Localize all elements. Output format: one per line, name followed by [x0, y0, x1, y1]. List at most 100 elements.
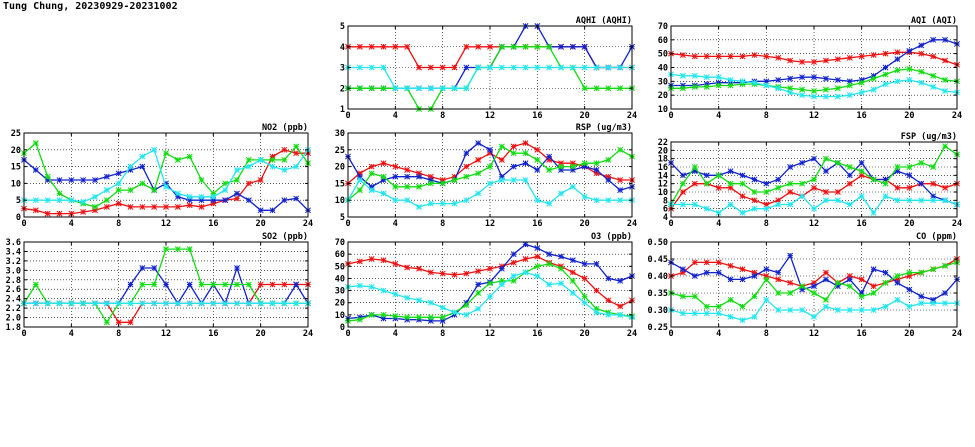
- x-tick-label: 8: [764, 111, 769, 121]
- data-point: [739, 209, 746, 216]
- x-tick-label: 4: [393, 111, 398, 121]
- data-point: [487, 163, 493, 170]
- data-point: [56, 210, 63, 217]
- data-point: [463, 43, 470, 50]
- data-point: [80, 198, 87, 205]
- data-point: [356, 282, 363, 289]
- data-point: [380, 173, 387, 180]
- data-point: [416, 64, 422, 71]
- data-point: [534, 273, 541, 279]
- data-point: [498, 43, 505, 50]
- y-tick-label: 18: [658, 155, 668, 165]
- data-point: [834, 76, 841, 83]
- data-point: [739, 172, 746, 179]
- data-point: [894, 164, 901, 170]
- data-point: [115, 187, 122, 194]
- data-point: [269, 163, 276, 170]
- data-point: [368, 170, 375, 177]
- data-point: [930, 36, 937, 43]
- data-point: [151, 300, 158, 307]
- data-point: [139, 153, 146, 160]
- x-tick-label: 20: [904, 111, 914, 121]
- data-point: [906, 184, 913, 191]
- data-point: [368, 163, 375, 170]
- data-point: [775, 76, 782, 83]
- data-point: [115, 319, 122, 326]
- x-tick-label: 16: [532, 219, 542, 229]
- data-point: [942, 290, 949, 296]
- data-point: [293, 195, 300, 202]
- y-tick-label: 5: [340, 213, 345, 223]
- data-point: [715, 209, 722, 216]
- data-point: [882, 50, 889, 57]
- data-point: [416, 203, 422, 210]
- chart-rsp: RSP (ug/m3) 0 4 8 12 16 20 24 5 10 15 20 25 30: [335, 123, 637, 229]
- data-point: [44, 300, 51, 307]
- data-point: [546, 64, 553, 71]
- data-point: [581, 64, 588, 71]
- x-tick-label: 24: [627, 111, 637, 121]
- y-tick-label: 0: [16, 213, 21, 223]
- data-point: [139, 180, 146, 187]
- data-point: [451, 309, 458, 316]
- data-point: [380, 160, 387, 167]
- data-point: [127, 187, 134, 194]
- data-point: [245, 197, 252, 204]
- data-point: [222, 281, 229, 288]
- data-point: [498, 265, 505, 272]
- data-point: [906, 47, 913, 54]
- data-point: [727, 296, 734, 303]
- data-point: [679, 180, 686, 187]
- data-point: [787, 290, 794, 296]
- data-point: [811, 59, 817, 65]
- data-point: [257, 177, 264, 183]
- data-point: [763, 180, 770, 187]
- data-point: [510, 143, 517, 150]
- data-point: [846, 276, 853, 283]
- data-point: [739, 266, 746, 273]
- data-point: [356, 43, 363, 50]
- data-point: [617, 146, 624, 153]
- data-point: [727, 168, 734, 175]
- data-point: [92, 193, 98, 200]
- data-point: [894, 56, 901, 63]
- data-point: [870, 266, 877, 273]
- data-point: [281, 197, 288, 204]
- x-tick-label: 16: [208, 329, 218, 339]
- y-tick-label: 15: [11, 163, 21, 173]
- y-tick-label: 70: [658, 22, 668, 32]
- data-point: [906, 269, 913, 276]
- data-point: [679, 201, 686, 208]
- data-point: [846, 307, 853, 313]
- x-tick-label: 0: [21, 329, 26, 339]
- y-tick-label: 0.25: [648, 323, 668, 333]
- data-point: [281, 281, 288, 288]
- data-point: [763, 82, 770, 89]
- data-point: [510, 43, 517, 50]
- data-point: [139, 281, 146, 288]
- data-point: [510, 273, 517, 279]
- data-point: [930, 53, 937, 60]
- data-point: [569, 269, 576, 276]
- x-tick-label: 24: [627, 329, 637, 339]
- data-point: [439, 64, 446, 71]
- data-point: [546, 200, 553, 207]
- data-point: [906, 286, 913, 293]
- data-point: [679, 72, 686, 79]
- y-tick-label: 2: [340, 84, 345, 94]
- data-point: [546, 281, 553, 288]
- series-s3: [668, 65, 960, 94]
- data-point: [510, 259, 517, 266]
- data-point: [751, 197, 758, 204]
- data-point: [546, 260, 553, 267]
- data-point: [918, 42, 925, 49]
- data-point: [522, 177, 529, 183]
- data-point: [882, 193, 889, 200]
- data-point: [380, 64, 387, 71]
- data-point: [416, 183, 422, 190]
- data-point: [882, 180, 889, 187]
- data-point: [186, 246, 193, 253]
- data-point: [799, 180, 806, 187]
- data-point: [510, 150, 517, 157]
- y-tick-label: 10: [658, 188, 668, 198]
